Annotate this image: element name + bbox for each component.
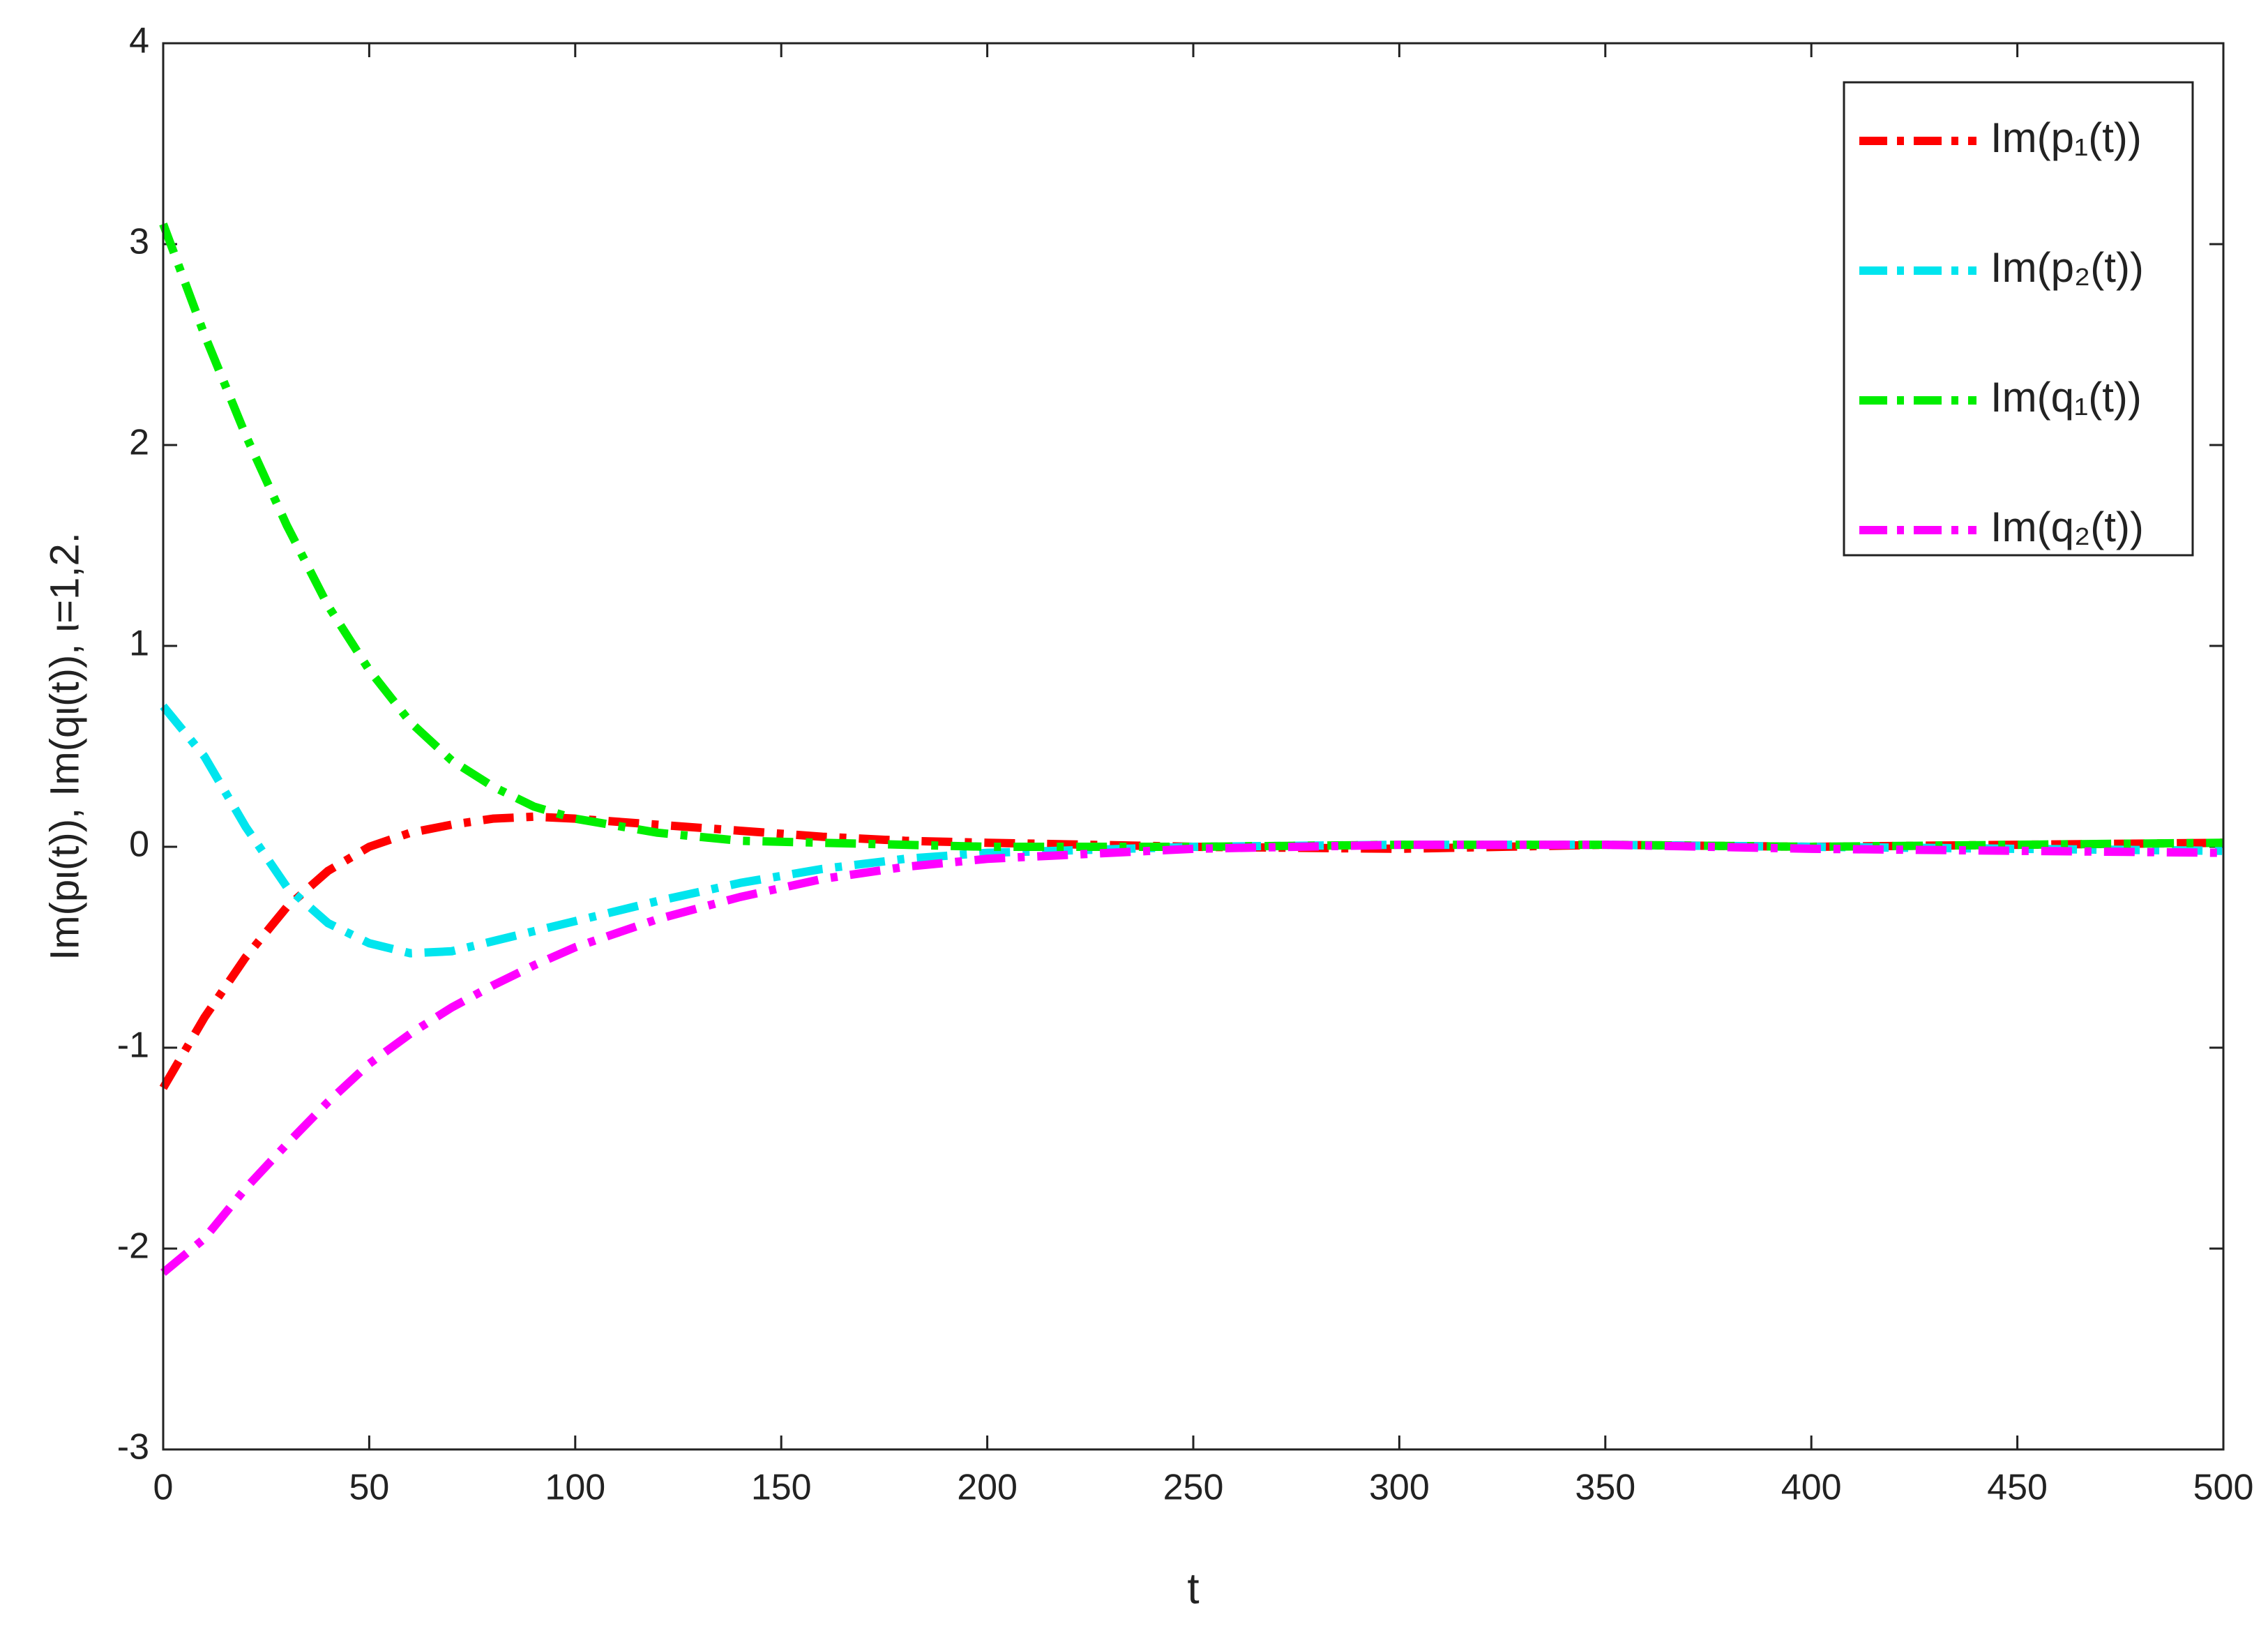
y-tick-label: -1 — [117, 1025, 149, 1066]
y-tick-label: 3 — [129, 222, 149, 262]
x-tick-label: 350 — [1575, 1468, 1635, 1508]
y-tick-label: 1 — [129, 624, 149, 664]
x-axis-label: t — [1187, 1565, 1199, 1613]
x-tick-label: 250 — [1163, 1468, 1224, 1508]
x-tick-label: 450 — [1987, 1468, 2048, 1508]
series-line — [160, 841, 2224, 1276]
y-tick-label: -3 — [117, 1427, 149, 1468]
x-tick-label: 400 — [1781, 1468, 1842, 1508]
x-tick-label: 200 — [957, 1468, 1018, 1508]
legend-label: Im(q₂(t)) — [1990, 504, 2144, 550]
legend-label: Im(q₁(t)) — [1990, 374, 2142, 421]
x-tick-label: 0 — [153, 1468, 174, 1508]
plot-frame — [162, 42, 2225, 1451]
x-tick-label: 150 — [751, 1468, 812, 1508]
y-axis-label: Im(pι(t)), Im(qι(t)), ι=1,2. — [42, 532, 87, 960]
legend-label: Im(p₂(t)) — [1990, 244, 2144, 291]
x-tick-label: 50 — [349, 1468, 389, 1508]
y-tick-label: -2 — [117, 1226, 149, 1267]
x-tick-label: 300 — [1369, 1468, 1430, 1508]
y-tick-label: 0 — [129, 824, 149, 865]
y-tick-label: 2 — [129, 423, 149, 463]
x-tick-label: 100 — [545, 1468, 605, 1508]
legend-label: Im(p₁(t)) — [1990, 114, 2142, 161]
legend-box — [1843, 81, 2194, 557]
y-tick-label: 4 — [129, 21, 149, 61]
legend: Im(p₁(t)) Im(p₂(t)) Im(q₁(t)) Im(q₂(t)) — [1843, 81, 2194, 557]
x-tick-label: 500 — [2193, 1468, 2254, 1508]
